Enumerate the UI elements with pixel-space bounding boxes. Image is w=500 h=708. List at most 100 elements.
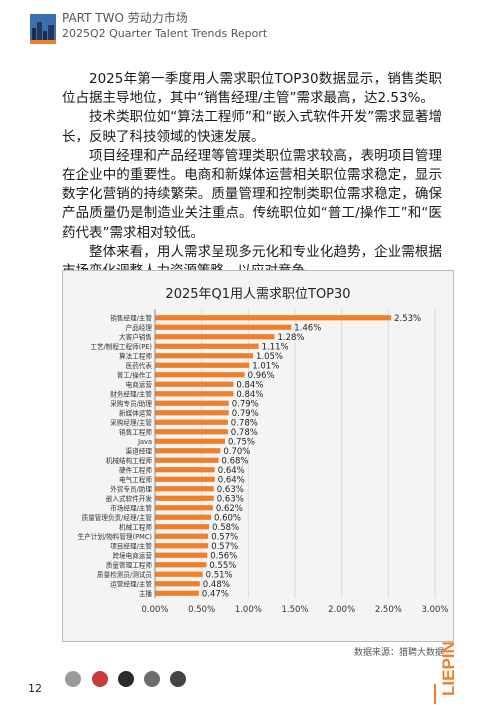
x-tick-label: 3.00% bbox=[421, 605, 448, 615]
data-label: 0.79% bbox=[232, 399, 259, 409]
data-label: 0.63% bbox=[217, 485, 244, 495]
bar bbox=[155, 419, 228, 425]
y-category-label: 硬件工程师 bbox=[119, 465, 152, 474]
y-category-label: 渠道经理 bbox=[126, 446, 153, 455]
paragraph-2: 技术类职位如“算法工程师”和“嵌入式软件开发”需求显著增长，反映了科技领域的快速… bbox=[62, 109, 442, 145]
bar bbox=[155, 524, 210, 530]
y-category-label: 质量管理负责/经理/主管 bbox=[82, 513, 153, 522]
bar bbox=[155, 514, 211, 520]
data-label: 0.56% bbox=[210, 551, 237, 561]
body-text: 2025年第一季度用人需求职位TOP30数据显示，销售类职位占据主导地位，其中“… bbox=[62, 70, 442, 281]
x-tick-label: 1.00% bbox=[235, 605, 262, 615]
data-label: 0.63% bbox=[217, 494, 244, 504]
bar bbox=[155, 429, 228, 435]
y-category-label: 医药代表 bbox=[126, 361, 153, 370]
y-category-label: 项目经理/主管 bbox=[110, 541, 152, 550]
bar bbox=[155, 410, 229, 416]
data-label: 1.01% bbox=[252, 361, 279, 371]
decorative-circle-icon bbox=[65, 671, 81, 687]
data-label: 2.53% bbox=[394, 314, 421, 324]
y-category-label: 销售经理/主管 bbox=[110, 313, 152, 322]
y-category-label: 质量检测员/测试员 bbox=[97, 570, 152, 579]
y-category-label: 算法工程师 bbox=[119, 351, 152, 360]
bar bbox=[155, 590, 199, 596]
y-category-label: 产品经理 bbox=[126, 323, 153, 332]
data-label: 0.78% bbox=[231, 428, 258, 438]
bar bbox=[155, 391, 234, 397]
data-label: 0.58% bbox=[212, 523, 239, 533]
bar bbox=[155, 552, 208, 558]
bar bbox=[155, 495, 214, 501]
data-label: 0.55% bbox=[209, 561, 236, 571]
bar bbox=[155, 476, 215, 482]
y-category-label: 销售工程师 bbox=[119, 427, 152, 436]
data-label: 0.62% bbox=[216, 504, 243, 514]
data-label: 0.64% bbox=[218, 466, 245, 476]
y-category-label: 主播 bbox=[139, 589, 153, 598]
x-tick-label: 1.50% bbox=[281, 605, 308, 615]
y-category-label: 质量管理工程师 bbox=[106, 560, 153, 569]
data-source: 数据来源：猎聘大数据 bbox=[353, 648, 444, 658]
decorative-circle-icon bbox=[92, 671, 108, 687]
y-category-label: 外贸专员/助理 bbox=[110, 484, 152, 493]
bar bbox=[155, 486, 214, 492]
chart-panel: 2025年Q1用人需求职位TOP30 0.00% 0.50% 1.00% 1.50% 2.… bbox=[62, 270, 454, 642]
decorative-circle-icon bbox=[118, 671, 134, 687]
y-category-label: 财务经理/主管 bbox=[110, 389, 152, 398]
y-category-label: 电商运营 bbox=[126, 380, 153, 389]
y-category-label: 大客户销售 bbox=[119, 332, 152, 341]
brand-accent-bar bbox=[434, 684, 436, 704]
y-category-label: 工艺/制程工程师(PE) bbox=[90, 342, 152, 351]
data-label: 0.84% bbox=[236, 390, 263, 400]
bar bbox=[155, 353, 253, 359]
paragraph-3: 项目经理和产品经理等管理类职位需求较高，表明项目管理在企业中的重要性。电商和新媒… bbox=[62, 147, 442, 241]
x-tick-label: 0.50% bbox=[188, 605, 215, 615]
bar bbox=[155, 381, 234, 387]
bar bbox=[155, 315, 392, 321]
data-label: 1.05% bbox=[256, 352, 283, 362]
bar bbox=[155, 343, 259, 349]
bar-chart: 2025年Q1用人需求职位TOP30 0.00% 0.50% 1.00% 1.50% 2.… bbox=[78, 287, 449, 615]
page-header: PART TWO 劳动力市场 2025Q2 Quarter Talent Tre… bbox=[0, 0, 500, 60]
y-category-label: 跨境电商运营 bbox=[112, 551, 152, 560]
data-label: 0.68% bbox=[221, 456, 248, 466]
y-category-label: 嵌入式软件开发 bbox=[106, 494, 153, 503]
y-category-label: 电气工程师 bbox=[119, 475, 152, 484]
data-label: 0.51% bbox=[206, 570, 233, 580]
paragraph-1: 2025年第一季度用人需求职位TOP30数据显示，销售类职位占据主导地位，其中“… bbox=[62, 71, 442, 107]
y-category-label: 机械结构工程师 bbox=[106, 456, 153, 465]
y-category-label: Java bbox=[137, 438, 152, 446]
bar bbox=[155, 362, 250, 368]
chart-title: 2025年Q1用人需求职位TOP30 bbox=[165, 287, 350, 302]
data-label: 1.46% bbox=[294, 323, 321, 333]
y-category-label: 运营经理/主管 bbox=[110, 579, 152, 588]
data-label: 0.96% bbox=[248, 371, 275, 381]
x-tick-label: 0.00% bbox=[141, 605, 168, 615]
data-label: 0.48% bbox=[203, 580, 230, 590]
bar bbox=[155, 581, 200, 587]
city-skyline-icon bbox=[30, 14, 56, 44]
svg-text:LIEPIN: LIEPIN bbox=[439, 641, 458, 696]
y-category-label: 生产计划/物料管理(PMC) bbox=[78, 532, 152, 541]
bar bbox=[155, 467, 215, 473]
y-category-label: 采购经理/主管 bbox=[110, 418, 152, 427]
bar bbox=[155, 438, 225, 444]
bar bbox=[155, 457, 219, 463]
data-label: 0.60% bbox=[214, 513, 241, 523]
data-label: 0.84% bbox=[236, 380, 263, 390]
bar bbox=[155, 448, 221, 454]
data-label: 1.11% bbox=[262, 342, 289, 352]
data-label: 0.70% bbox=[223, 447, 250, 457]
bar bbox=[155, 543, 209, 549]
bar bbox=[155, 562, 207, 568]
bar bbox=[155, 324, 292, 330]
brand-logo: LIEPIN bbox=[439, 641, 458, 696]
data-label: 0.79% bbox=[232, 409, 259, 419]
bar bbox=[155, 533, 209, 539]
report-title: 2025Q2 Quarter Talent Trends Report bbox=[62, 27, 268, 40]
decorative-circle-icon bbox=[144, 671, 160, 687]
y-category-label: 新媒体运营 bbox=[119, 408, 152, 417]
decorative-circle-icon bbox=[170, 671, 186, 687]
bar bbox=[155, 400, 229, 406]
bar bbox=[155, 571, 203, 577]
